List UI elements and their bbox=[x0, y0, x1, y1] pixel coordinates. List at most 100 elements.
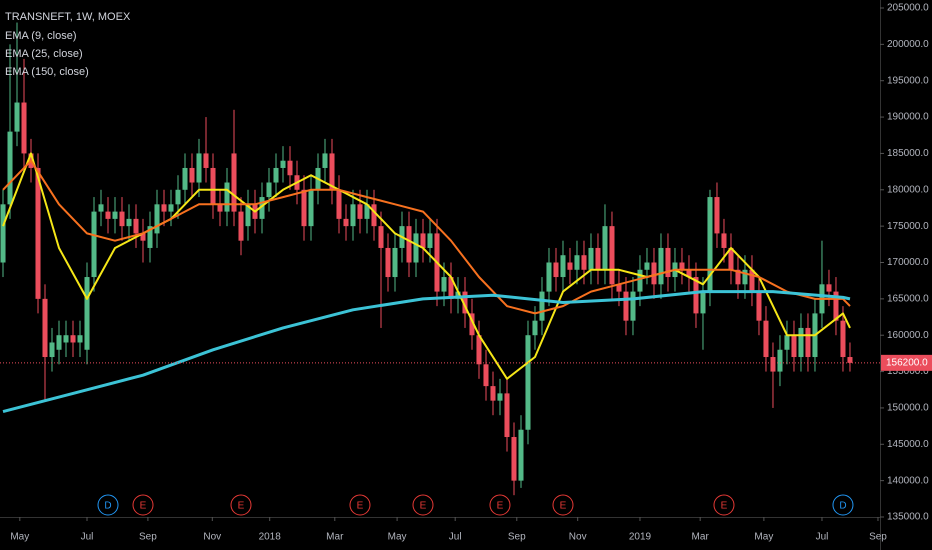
candle-body bbox=[154, 204, 160, 234]
candle-body bbox=[14, 102, 20, 132]
candle-body bbox=[784, 335, 790, 350]
candle-body bbox=[763, 320, 769, 358]
candle-body bbox=[70, 335, 76, 343]
x-tick-label: May bbox=[388, 532, 407, 543]
event-label: E bbox=[497, 501, 504, 512]
event-marker bbox=[552, 494, 574, 516]
candle-body bbox=[679, 262, 685, 270]
candle-body bbox=[546, 262, 552, 292]
candle-body bbox=[581, 255, 587, 270]
x-tick-label: Mar bbox=[692, 532, 710, 543]
y-tick-label: 175000.0 bbox=[887, 221, 929, 232]
event-marker bbox=[349, 494, 371, 516]
ema-line bbox=[2, 159, 851, 315]
candle-body bbox=[392, 247, 398, 278]
candle-body bbox=[364, 204, 370, 219]
candle-body bbox=[140, 233, 146, 241]
event-marker bbox=[412, 494, 434, 516]
candle-body bbox=[84, 277, 90, 350]
x-tick-label: Sep bbox=[508, 532, 526, 543]
candle-body bbox=[217, 204, 223, 212]
event-label: E bbox=[357, 501, 364, 512]
candle-body bbox=[798, 327, 804, 358]
event-label: D bbox=[839, 501, 846, 512]
x-tick-label: Jul bbox=[816, 532, 829, 543]
candle-body bbox=[735, 269, 741, 285]
legend-entry: EMA (25, close) bbox=[5, 48, 83, 60]
candle-body bbox=[595, 247, 601, 270]
y-tick-label: 195000.0 bbox=[887, 75, 929, 86]
candle-body bbox=[469, 313, 475, 336]
candle-body bbox=[385, 247, 391, 278]
candle-body bbox=[476, 335, 482, 365]
price-label-box bbox=[881, 354, 932, 371]
candle-body bbox=[301, 189, 307, 227]
candle-body bbox=[126, 218, 132, 227]
x-tick-label: Nov bbox=[569, 532, 587, 543]
candle-body bbox=[203, 153, 209, 168]
y-tick-label: 140000.0 bbox=[887, 475, 929, 486]
candle-body bbox=[490, 386, 496, 401]
candle-body bbox=[448, 277, 454, 299]
candle-body bbox=[686, 269, 692, 278]
candle-body bbox=[462, 291, 468, 314]
x-tick-label: 2019 bbox=[629, 532, 652, 543]
candle-body bbox=[224, 182, 230, 212]
candle-body bbox=[441, 277, 447, 292]
candle-body bbox=[63, 335, 69, 343]
candle-body bbox=[833, 291, 839, 321]
candle-body bbox=[105, 211, 111, 219]
y-tick-label: 190000.0 bbox=[887, 112, 929, 123]
y-tick-label: 180000.0 bbox=[887, 184, 929, 195]
ema-line bbox=[2, 290, 851, 414]
candle-body bbox=[413, 233, 419, 263]
candle-body bbox=[42, 298, 48, 358]
candle-body bbox=[721, 233, 727, 248]
candle-body bbox=[539, 291, 545, 321]
candle-body bbox=[511, 437, 517, 481]
candle-body bbox=[7, 131, 13, 205]
candle-body bbox=[770, 357, 776, 372]
y-tick-label: 155000.0 bbox=[887, 366, 929, 377]
x-tick-label: Sep bbox=[139, 532, 157, 543]
candle-body bbox=[98, 204, 104, 212]
candle-body bbox=[497, 393, 503, 401]
x-tick-label: Mar bbox=[326, 532, 344, 543]
x-tick-label: Jul bbox=[449, 532, 462, 543]
candle-body bbox=[245, 204, 251, 227]
candle-body bbox=[826, 284, 832, 292]
candle-body bbox=[231, 153, 237, 212]
candle-body bbox=[259, 197, 265, 219]
candle-body bbox=[287, 160, 293, 176]
x-tick-label: 2018 bbox=[259, 532, 282, 543]
event-marker bbox=[230, 494, 252, 516]
candle-body bbox=[35, 167, 41, 299]
event-marker bbox=[97, 494, 119, 516]
candle-body bbox=[714, 197, 720, 234]
candle-body bbox=[651, 262, 657, 285]
candle-body bbox=[77, 335, 83, 343]
candle-body bbox=[161, 204, 167, 212]
candle-body bbox=[168, 204, 174, 212]
candle-body bbox=[329, 153, 335, 190]
candle-body bbox=[532, 320, 538, 336]
event-label: E bbox=[560, 501, 567, 512]
candle-body bbox=[238, 211, 244, 241]
candle-body bbox=[49, 342, 55, 358]
x-tick-label: Jul bbox=[81, 532, 94, 543]
candle-body bbox=[847, 357, 853, 363]
candle-body bbox=[175, 189, 181, 205]
candle-body bbox=[322, 153, 328, 168]
candle-body bbox=[133, 218, 139, 234]
candle-body bbox=[56, 335, 62, 350]
candle-body bbox=[602, 226, 608, 270]
candle-body bbox=[119, 211, 125, 227]
candle-body bbox=[210, 167, 216, 205]
legend-entry: EMA (150, close) bbox=[5, 66, 89, 78]
candle-body bbox=[371, 204, 377, 227]
y-tick-label: 205000.0 bbox=[887, 3, 929, 14]
candle-body bbox=[266, 182, 272, 198]
candle-body bbox=[420, 233, 426, 248]
event-marker bbox=[832, 494, 854, 516]
